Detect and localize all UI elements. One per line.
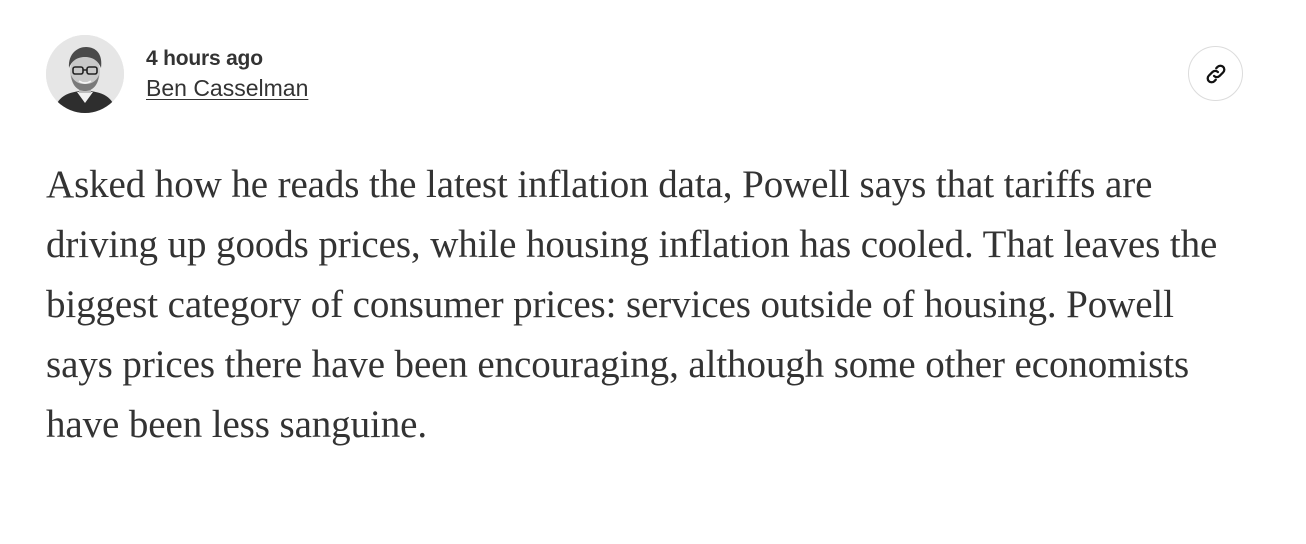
byline-meta: 4 hours ago Ben Casselman <box>146 46 308 103</box>
post-timestamp: 4 hours ago <box>146 46 263 70</box>
author-link[interactable]: Ben Casselman <box>146 74 309 101</box>
author-portrait-icon <box>46 35 124 113</box>
author-avatar <box>46 35 124 113</box>
copy-link-button[interactable] <box>1188 46 1243 101</box>
post-body-text: Asked how he reads the latest inflation … <box>46 163 1218 446</box>
link-icon <box>1206 64 1225 83</box>
byline: 4 hours ago Ben Casselman <box>46 35 308 113</box>
